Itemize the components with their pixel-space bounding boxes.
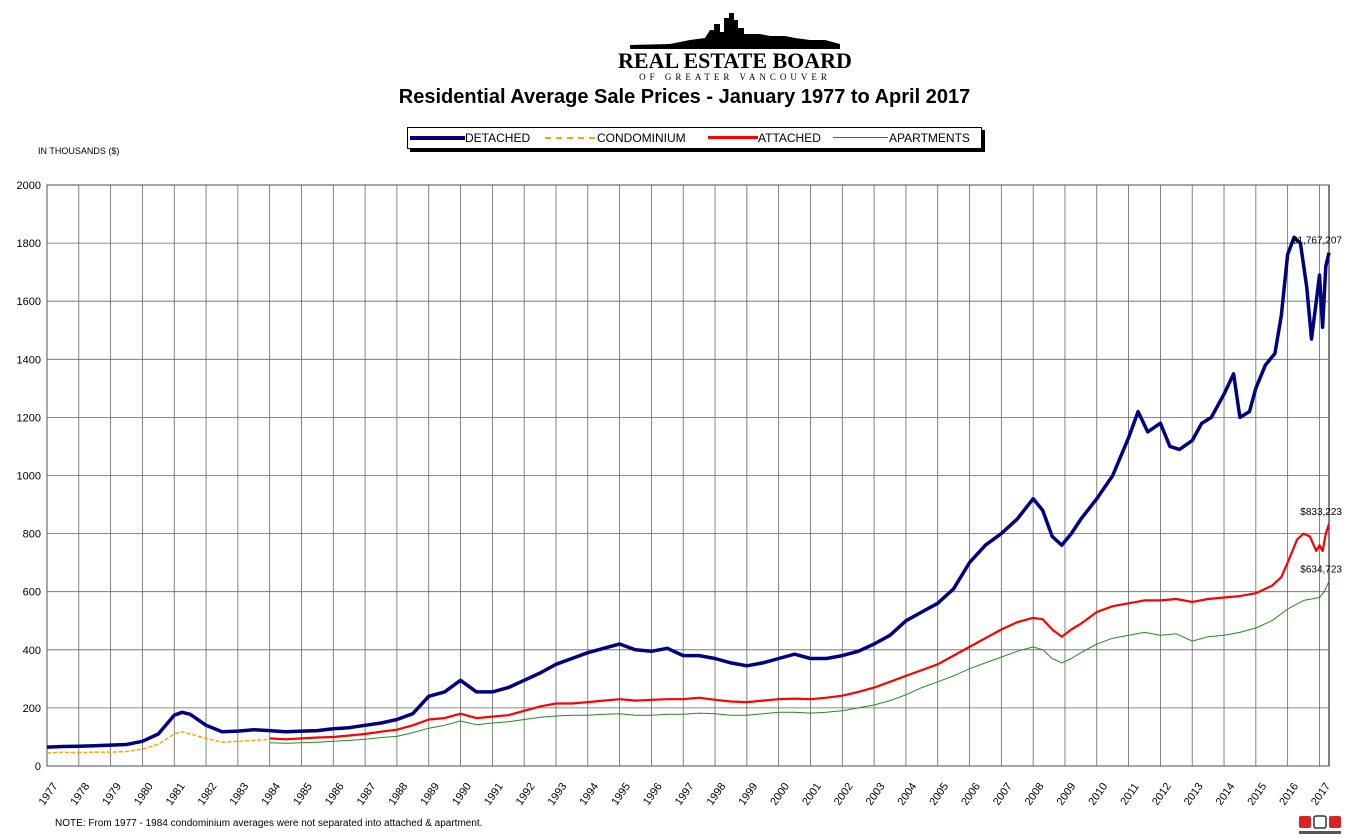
legend-swatch-detached	[410, 136, 465, 140]
value-annotation: $833,223	[1300, 507, 1342, 518]
x-tick-label: 2017	[1309, 781, 1333, 808]
x-tick-label: 1982	[196, 781, 220, 808]
y-tick-label: 1400	[17, 354, 41, 366]
x-tick-label: 1983	[227, 781, 251, 808]
x-tick-label: 1991	[482, 781, 506, 808]
x-tick-label: 2009	[1055, 781, 1079, 808]
y-tick-label: 1000	[17, 471, 41, 483]
value-annotation: $1,767,207	[1292, 236, 1342, 247]
x-tick-label: 2014	[1214, 781, 1238, 808]
legend-swatch-apartments	[833, 137, 888, 138]
x-tick-label: 2004	[896, 781, 920, 808]
legend-label-detached: DETACHED	[465, 131, 531, 145]
org-name: REAL ESTATE BOARD	[618, 48, 852, 73]
x-tick-label: 2007	[991, 781, 1015, 808]
x-tick-label: 1994	[577, 781, 601, 808]
skyline-logo-icon	[630, 13, 840, 49]
y-tick-label: 1600	[17, 296, 41, 308]
x-tick-label: 1984	[259, 781, 283, 808]
x-tick-label: 1980	[132, 781, 156, 808]
x-tick-label: 1977	[37, 781, 61, 808]
value-annotation: $634,723	[1300, 565, 1342, 576]
x-tick-label: 1996	[641, 781, 665, 808]
x-tick-label: 2012	[1150, 781, 1174, 808]
x-tick-label: 2003	[864, 781, 888, 808]
series-line-apartments	[269, 581, 1330, 744]
chart-title: Residential Average Sale Prices - Januar…	[398, 86, 971, 108]
x-tick-label: 1981	[164, 781, 188, 808]
footnote: NOTE: From 1977 - 1984 condominium avera…	[55, 818, 483, 829]
y-tick-label: 400	[23, 645, 41, 657]
x-tick-label: 1989	[418, 781, 442, 808]
annotations: $1,767,207 $833,223 $634,723	[1292, 236, 1342, 576]
legend-label-apartments: APARTMENTS	[889, 131, 970, 145]
series-line-detached	[46, 235, 1331, 749]
x-tick-label: 2011	[1118, 781, 1141, 807]
legend: DETACHED CONDOMINIUM ATTACHED APARTMENTS	[407, 127, 982, 149]
y-tick-label: 800	[23, 529, 41, 541]
x-tick-label: 2016	[1277, 781, 1301, 808]
x-tick-label: 2013	[1182, 781, 1206, 808]
org-subtitle: OF GREATER VANCOUVER	[639, 72, 831, 82]
x-tick-label: 2015	[1245, 781, 1269, 808]
y-axis-unit-label: IN THOUSANDS ($)	[38, 146, 120, 156]
x-tick-label: 1986	[323, 781, 347, 808]
x-tick-label: 1992	[514, 781, 538, 808]
mls-logo-icon	[1299, 815, 1341, 834]
y-tick-label: 0	[35, 761, 41, 773]
x-tick-label: 1979	[100, 781, 124, 808]
legend-label-condominium: CONDOMINIUM	[597, 131, 686, 145]
legend-swatch-attached	[708, 136, 758, 139]
series-lines	[46, 235, 1331, 754]
x-tick-label: 1990	[450, 781, 474, 808]
x-axis: 1977 1978 1979 1980 1981 1982 1983 1984 1985 1986…	[37, 781, 1333, 808]
x-tick-label: 1985	[291, 781, 315, 808]
x-tick-label: 2010	[1086, 781, 1110, 808]
x-tick-label: 2006	[959, 781, 983, 808]
x-tick-label: 2002	[832, 781, 856, 808]
y-axis: 0 200 400 600 800 1000 1200 1400 1600 1800 2000	[17, 180, 41, 773]
x-tick-label: 1995	[609, 781, 633, 808]
x-tick-label: 1993	[546, 781, 570, 808]
x-tick-label: 2000	[768, 781, 792, 808]
x-tick-label: 1988	[387, 781, 411, 808]
y-tick-label: 600	[23, 587, 41, 599]
x-tick-label: 2001	[800, 781, 824, 808]
series-line-attached	[269, 523, 1331, 741]
y-tick-label: 1200	[17, 412, 41, 424]
x-tick-label: 2008	[1023, 781, 1047, 808]
y-tick-label: 2000	[17, 180, 41, 192]
legend-swatch-condominium	[545, 137, 595, 139]
x-tick-label: 1978	[68, 781, 92, 808]
grid-lines	[46, 184, 1329, 767]
x-tick-label: 1999	[736, 781, 760, 808]
x-tick-label: 1987	[355, 781, 379, 808]
y-tick-label: 200	[23, 703, 41, 715]
y-tick-label: 1800	[17, 238, 41, 250]
x-tick-label: 2005	[927, 781, 951, 808]
x-tick-label: 1998	[705, 781, 729, 808]
legend-label-attached: ATTACHED	[758, 131, 821, 145]
series-line-condominium	[46, 730, 270, 754]
x-tick-label: 1997	[673, 781, 697, 808]
